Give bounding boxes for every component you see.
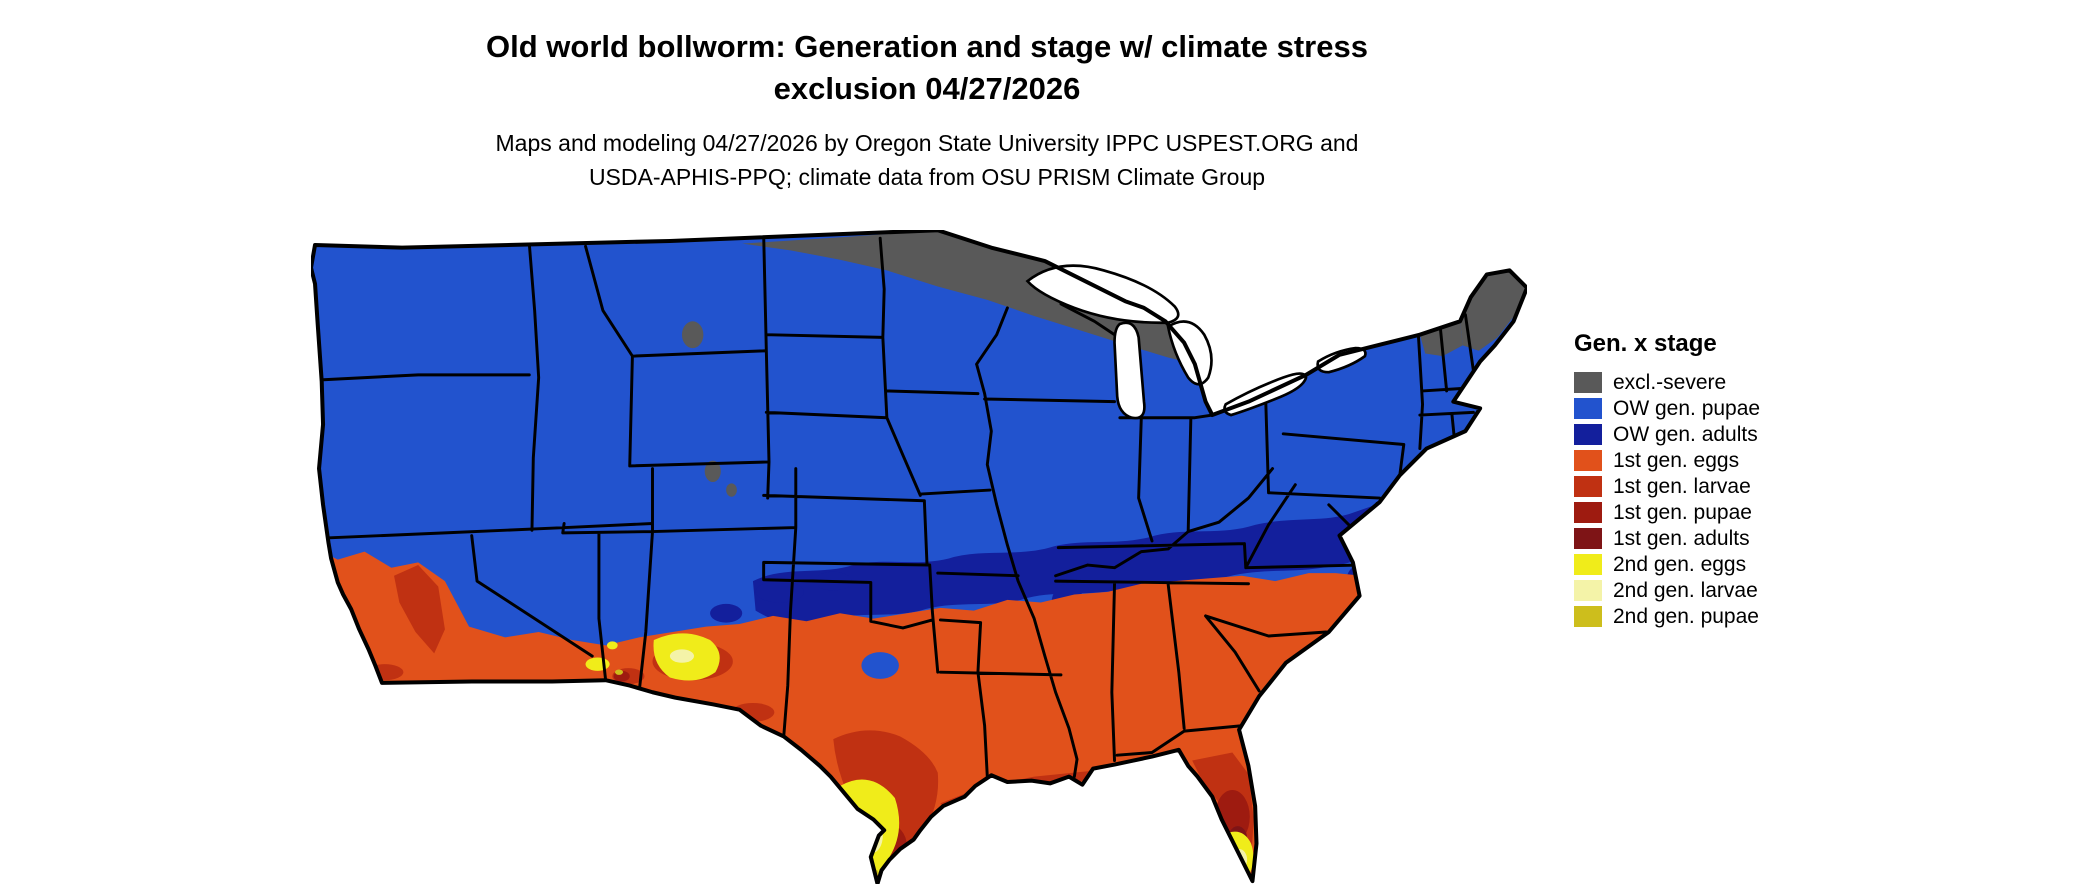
subtitle-line-1: Maps and modeling 04/27/2026 by Oregon S… xyxy=(495,130,1359,156)
legend-row: 1st gen. larvae xyxy=(1574,474,1760,498)
legend-label: 2nd gen. eggs xyxy=(1613,552,1747,576)
legend-swatch-ow_adults xyxy=(1574,424,1602,445)
legend-row: 2nd gen. eggs xyxy=(1574,552,1760,576)
legend-label: OW gen. pupae xyxy=(1613,396,1761,420)
page-title: Old world bollworm: Generation and stage… xyxy=(0,26,1854,110)
us-stage-map xyxy=(311,230,1527,884)
title-line-2: exclusion 04/27/2026 xyxy=(773,71,1081,106)
legend-label: 1st gen. pupae xyxy=(1613,500,1752,524)
legend-entries: excl.-severe OW gen. pupae OW gen. adult… xyxy=(1574,370,1761,628)
legend-swatch-excl xyxy=(1574,372,1602,393)
region-excl-colorado xyxy=(704,460,721,483)
legend-label: 2nd gen. larvae xyxy=(1613,578,1758,602)
lake-michigan xyxy=(1113,321,1146,420)
legend-label: OW gen. adults xyxy=(1613,422,1758,446)
region-excl-colorado2 xyxy=(726,483,737,497)
legend-row: OW gen. pupae xyxy=(1574,396,1761,420)
us-outline xyxy=(311,230,1527,884)
subtitle: Maps and modeling 04/27/2026 by Oregon S… xyxy=(0,126,1854,194)
legend-row: 1st gen. adults xyxy=(1574,526,1760,550)
legend-swatch-g1_eggs xyxy=(1574,450,1602,471)
legend-label: 1st gen. eggs xyxy=(1613,448,1740,472)
region-g2-eggs-river xyxy=(606,641,618,650)
region-g1-larvae-gulf xyxy=(940,763,1118,812)
region-blue-davis-mts xyxy=(861,652,899,679)
legend-swatch-g2_eggs xyxy=(1574,554,1602,575)
legend-label: 1st gen. adults xyxy=(1613,526,1750,550)
legend-swatch-g2_pupae xyxy=(1574,606,1602,627)
legend-swatch-g1_adults xyxy=(1574,528,1602,549)
subtitle-line-2: USDA-APHIS-PPQ; climate data from OSU PR… xyxy=(588,164,1266,190)
lake-ontario xyxy=(1316,346,1367,374)
legend-row: 2nd gen. larvae xyxy=(1574,578,1760,602)
region-excl-north xyxy=(742,230,1195,365)
legend-label: 2nd gen. pupae xyxy=(1613,604,1759,628)
legend-swatch-g2_larvae xyxy=(1574,580,1602,601)
legend-row: 2nd gen. pupae xyxy=(1574,604,1760,628)
region-ow-adults-az xyxy=(710,603,743,623)
region-excl-rockies xyxy=(681,321,704,349)
legend-row: 1st gen. pupae xyxy=(1574,500,1760,524)
legend: Gen. x stage excl.-severe OW gen. pupae … xyxy=(1574,330,1760,632)
legend-title: Gen. x stage xyxy=(1574,330,1717,357)
region-g2-larvae-az xyxy=(669,649,695,663)
header: Old world bollworm: Generation and stage… xyxy=(0,26,1854,194)
legend-label: 1st gen. larvae xyxy=(1613,474,1751,498)
region-g1-larvae-socal xyxy=(365,664,404,681)
map-fill-layers xyxy=(311,230,1527,884)
legend-swatch-g1_pupae xyxy=(1574,502,1602,523)
region-g2-pupae-yuma xyxy=(615,669,624,675)
region-g1-larvae-ca-valley xyxy=(394,565,445,654)
title-line-1: Old world bollworm: Generation and stage… xyxy=(486,29,1368,64)
us-map-svg xyxy=(311,230,1527,884)
legend-row: OW gen. adults xyxy=(1574,422,1760,446)
region-ow-adults-band xyxy=(752,503,1399,624)
legend-swatch-g1_larvae xyxy=(1574,476,1602,497)
region-g2-eggs-imperial xyxy=(585,657,610,671)
legend-swatch-ow_pupae xyxy=(1574,398,1602,419)
legend-row: 1st gen. eggs xyxy=(1574,448,1760,472)
region-ow-adults-nm1 xyxy=(755,581,804,603)
legend-label: excl.-severe xyxy=(1613,370,1727,394)
legend-row: excl.-severe xyxy=(1574,370,1760,394)
